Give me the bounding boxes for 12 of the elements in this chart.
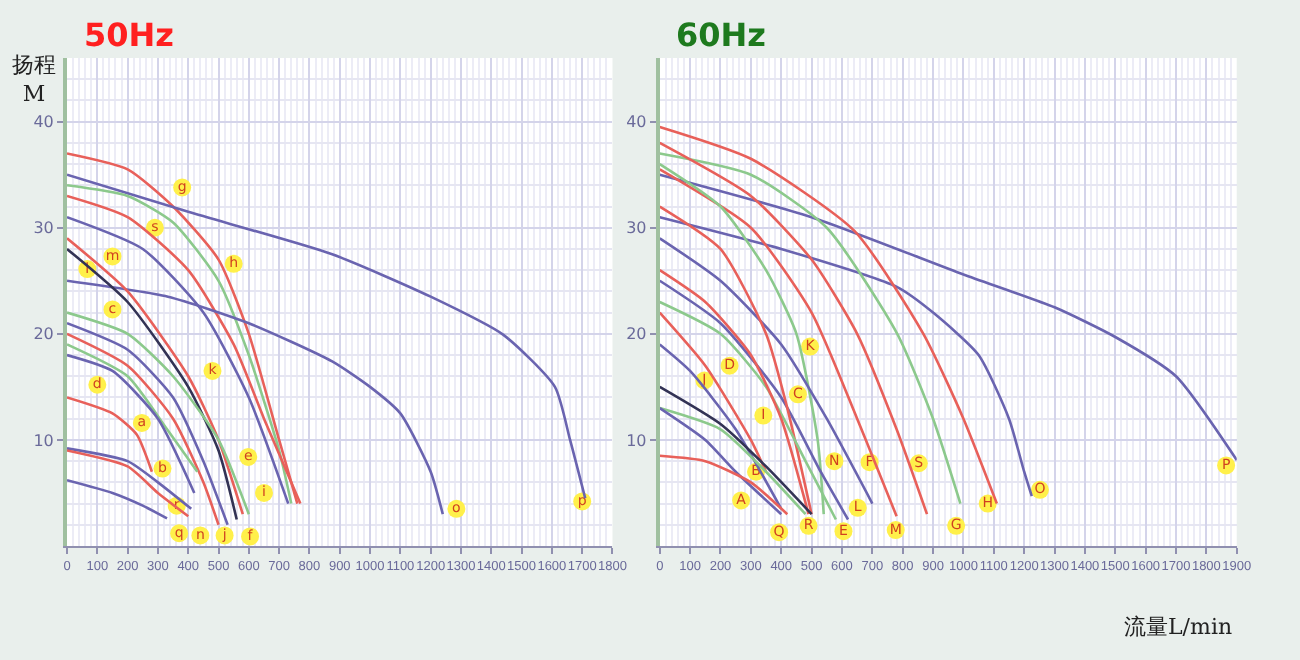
y-axis-title: 扬程 M <box>12 52 56 107</box>
y-tick-label: 10 <box>33 431 54 450</box>
y-tick-label: 30 <box>33 219 54 238</box>
y-tick-label: 40 <box>33 113 54 132</box>
chart-title: 50Hz <box>84 16 174 54</box>
y-tick-label: 10 <box>626 431 647 450</box>
y-tick-label: 20 <box>626 325 647 344</box>
y-tick-label: 30 <box>626 219 647 238</box>
x-axis-title: 流量L/min <box>1124 614 1233 640</box>
y-tick-label: 20 <box>33 325 54 344</box>
y-tick-label: 40 <box>626 113 647 132</box>
chart-title: 60Hz <box>676 16 766 54</box>
